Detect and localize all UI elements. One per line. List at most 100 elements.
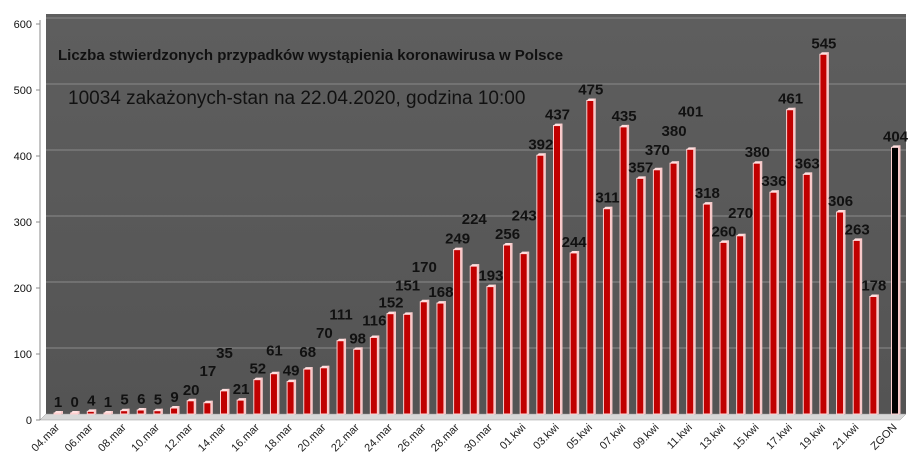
bar-side	[860, 238, 863, 414]
bar-top	[769, 190, 779, 193]
bar-top	[753, 161, 763, 164]
bar-side	[876, 294, 879, 414]
bar-top	[536, 153, 546, 156]
data-label: 193	[478, 268, 503, 285]
bar-top	[203, 400, 213, 403]
bar-side	[543, 153, 546, 414]
bar-top	[570, 250, 580, 253]
bar	[836, 211, 845, 415]
bar	[752, 162, 761, 415]
bar	[636, 177, 645, 415]
bar-side	[443, 301, 446, 414]
bar	[669, 162, 678, 415]
x-tick-label: 30.mar	[462, 421, 495, 454]
data-label: 363	[795, 155, 820, 172]
bar-top	[819, 52, 829, 55]
data-label: 5	[154, 392, 162, 409]
bar-side	[843, 210, 846, 414]
data-label: 461	[778, 91, 803, 108]
bar-top	[253, 377, 263, 380]
bar	[569, 252, 578, 415]
bar-side	[144, 408, 147, 414]
data-label: 4	[87, 392, 96, 409]
bar	[469, 265, 478, 415]
bar-top	[387, 311, 396, 314]
data-label: 263	[845, 221, 870, 238]
bar	[819, 53, 828, 415]
bar-top	[470, 264, 480, 267]
bar-top	[287, 379, 297, 382]
data-label: 49	[283, 363, 300, 380]
bar-side	[327, 365, 330, 414]
bar-side	[810, 172, 813, 414]
bar	[436, 302, 445, 415]
bar	[286, 381, 295, 415]
bar	[236, 399, 245, 415]
bar-side	[244, 398, 247, 414]
bar-top	[170, 406, 180, 409]
data-label: 435	[612, 108, 637, 125]
bar	[736, 235, 745, 415]
x-tick-label: ZGON	[869, 422, 900, 453]
bar	[86, 410, 95, 415]
bar-top	[686, 147, 696, 150]
bar-side	[210, 400, 213, 414]
chart-title: Liczba stwierdzonych przypadków wystąpie…	[58, 47, 563, 64]
bar	[891, 146, 899, 415]
bar-top	[54, 411, 63, 413]
data-label: 61	[266, 343, 283, 360]
bar-side	[427, 299, 430, 414]
bar-side	[776, 190, 779, 414]
bar	[203, 402, 212, 415]
bar	[719, 241, 728, 415]
bar-side	[394, 311, 396, 414]
bar-top	[187, 398, 197, 401]
x-tick-label: 06.mar	[63, 421, 96, 454]
bar-top	[553, 123, 563, 126]
x-tick-label: 22.mar	[329, 421, 362, 454]
data-label: 9	[170, 389, 178, 406]
x-tick-label: 16.mar	[229, 421, 262, 454]
bar-side	[760, 161, 763, 414]
bar	[503, 244, 512, 415]
bar	[786, 109, 795, 415]
data-label: 1	[104, 394, 112, 411]
y-tick-label: 0	[26, 415, 32, 427]
x-tick-label: 09.kwi	[631, 422, 662, 453]
bar-side	[577, 250, 580, 414]
bar	[369, 336, 378, 415]
data-label: 168	[428, 284, 453, 301]
data-label: 270	[728, 205, 753, 222]
y-tick-label: 100	[14, 349, 32, 361]
bar-top	[503, 243, 513, 246]
x-tick-label: 10.mar	[129, 421, 162, 454]
bar-top	[486, 284, 496, 287]
x-tick-label: 24.mar	[362, 421, 395, 454]
bar	[869, 296, 878, 415]
bar-side	[127, 408, 130, 414]
bar-side	[460, 247, 463, 414]
data-label: 5	[120, 392, 128, 409]
data-label: 111	[329, 307, 352, 324]
x-tick-label: 18.mar	[263, 421, 296, 454]
bar-top	[703, 202, 713, 205]
bar-side	[294, 379, 297, 414]
bar-top	[220, 388, 230, 391]
bar-top	[869, 294, 879, 297]
data-label: 311	[595, 190, 619, 207]
x-tick-label: 07.kwi	[598, 422, 629, 453]
x-tick-label: 19.kwi	[797, 422, 828, 453]
bar-top	[137, 408, 147, 411]
bar-top	[270, 371, 280, 374]
bar-side	[110, 411, 113, 414]
bar-top	[436, 301, 446, 304]
bar-side	[743, 233, 746, 414]
bar	[686, 148, 695, 415]
bar-side	[61, 411, 63, 414]
bar	[186, 400, 195, 415]
data-label: 392	[528, 136, 553, 153]
x-tick-label: 01.kwi	[498, 422, 529, 453]
bar-side	[710, 202, 713, 414]
data-label: 545	[811, 35, 836, 52]
